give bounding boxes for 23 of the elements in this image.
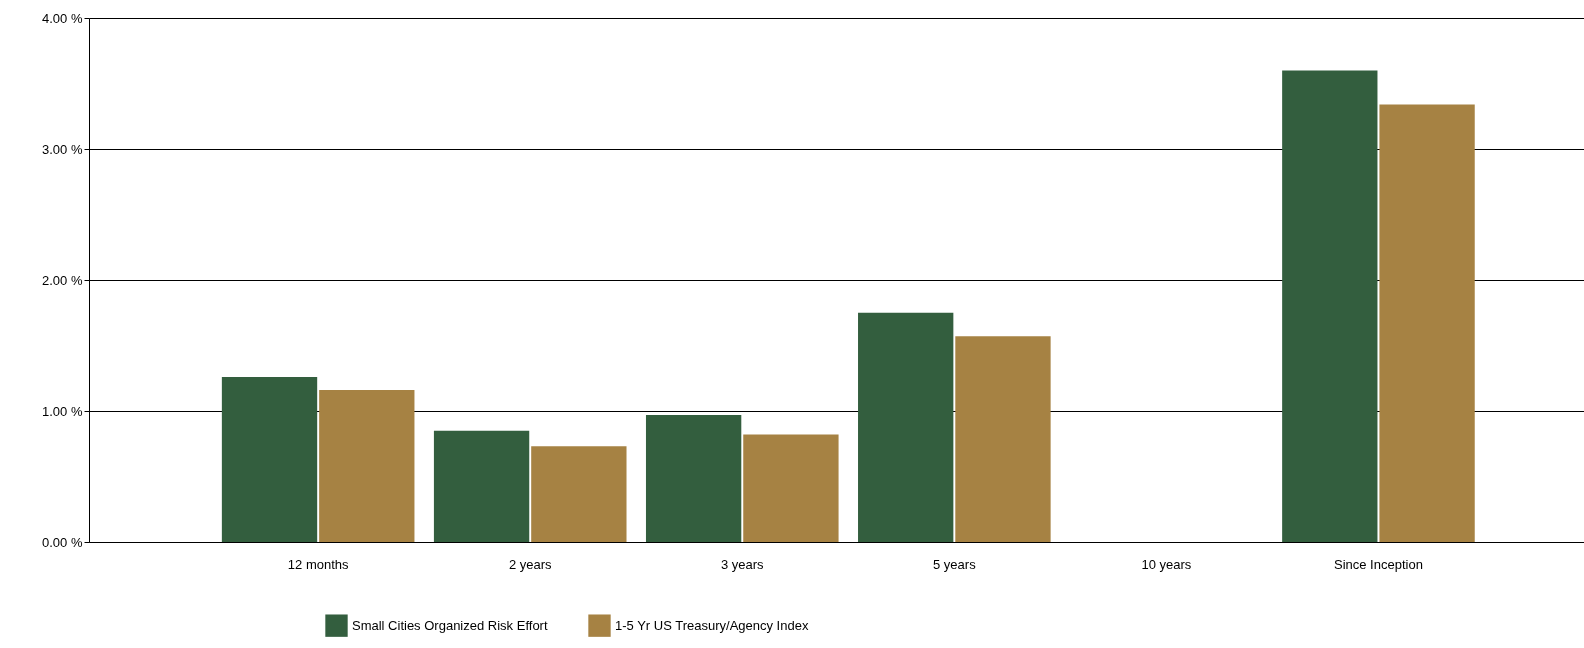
y-tick-label: 1.00 % [42, 403, 83, 419]
y-tick-label: 2.00 % [42, 272, 83, 288]
bar [531, 446, 627, 542]
x-tick-label: 3 years [720, 556, 765, 572]
x-tick-label: Since Inception [1333, 556, 1423, 572]
legend-label: 1-5 Yr US Treasury/Agency Index [615, 617, 809, 633]
bar [955, 336, 1051, 542]
x-tick-label: 10 years [1141, 556, 1192, 572]
x-tick-label: 2 years [508, 556, 553, 572]
y-tick-label: 0.00 % [42, 534, 83, 550]
bar [433, 430, 530, 542]
y-tick-label: 3.00 % [42, 141, 83, 157]
legend-label: Small Cities Organized Risk Effort [352, 617, 548, 633]
bar [221, 376, 318, 542]
bar [319, 390, 415, 542]
bar [743, 434, 839, 542]
bar [645, 414, 742, 542]
x-tick-label: 5 years [933, 556, 977, 572]
x-tick-label: 12 months [287, 556, 350, 572]
y-tick-label: 4.00 % [42, 10, 83, 26]
bar [1379, 104, 1475, 542]
bar [1282, 70, 1378, 542]
bar [858, 312, 954, 542]
